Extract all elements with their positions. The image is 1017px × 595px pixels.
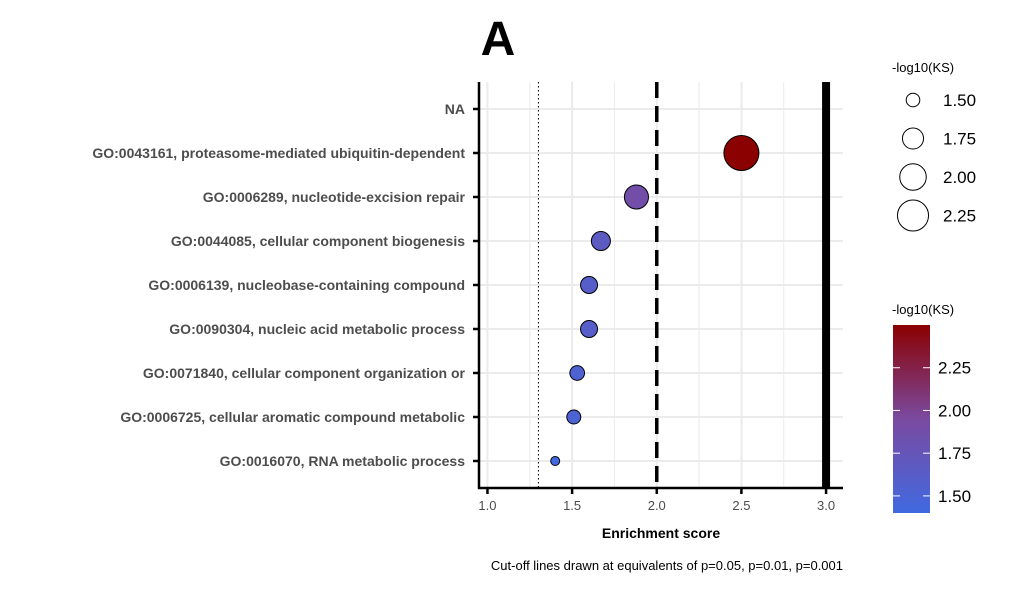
y-tick-label: GO:0006289, nucleotide-excision repair bbox=[203, 189, 466, 205]
color-legend-label: 1.50 bbox=[938, 487, 971, 506]
y-tick-labels: NA GO:0043161, proteasome-mediated ubiqui… bbox=[92, 101, 465, 469]
size-legend-label: 1.50 bbox=[943, 91, 976, 110]
data-point bbox=[580, 320, 599, 338]
chart-caption: Cut-off lines drawn at equivalents of p=… bbox=[491, 558, 843, 573]
y-tick-label: NA bbox=[445, 101, 465, 117]
size-legend-label: 1.75 bbox=[943, 130, 976, 149]
color-legend-title: -log10(KS) bbox=[892, 302, 954, 317]
x-tick-labels: 1.0 1.5 2.0 2.5 3.0 bbox=[478, 498, 835, 513]
y-tick-label: GO:0071840, cellular component organizat… bbox=[143, 365, 466, 381]
data-point bbox=[569, 365, 586, 381]
x-tick-label: 2.5 bbox=[732, 498, 750, 513]
y-tick-label: GO:0006725, cellular aromatic compound m… bbox=[120, 409, 465, 425]
x-tick-label: 1.0 bbox=[478, 498, 496, 513]
axes bbox=[473, 82, 843, 494]
grid bbox=[479, 82, 843, 488]
cutoff-lines bbox=[537, 82, 831, 488]
data-point bbox=[723, 135, 760, 171]
x-tick-label: 2.0 bbox=[648, 498, 666, 513]
size-legend: -log10(KS) 1.50 1.75 2.00 2.25 bbox=[892, 60, 976, 232]
size-legend-key bbox=[896, 199, 930, 232]
size-legend-key bbox=[901, 127, 925, 150]
data-points bbox=[550, 135, 760, 466]
color-bar bbox=[893, 325, 930, 513]
size-legend-key bbox=[905, 92, 921, 108]
x-tick-label: 1.5 bbox=[563, 498, 581, 513]
y-tick-label: GO:0043161, proteasome-mediated ubiquiti… bbox=[92, 145, 465, 161]
color-legend-label: 2.25 bbox=[938, 359, 971, 378]
x-tick-label: 3.0 bbox=[817, 498, 835, 513]
size-legend-title: -log10(KS) bbox=[892, 60, 954, 75]
chart-title: A bbox=[481, 13, 516, 66]
size-legend-label: 2.25 bbox=[943, 207, 976, 226]
y-tick-label: GO:0016070, RNA metabolic process bbox=[220, 453, 466, 469]
data-point bbox=[550, 456, 561, 466]
color-legend: -log10(KS) 2.25 2.00 1.75 1.50 bbox=[892, 302, 971, 513]
y-tick-label: GO:0044085, cellular component biogenesi… bbox=[171, 233, 465, 249]
size-legend-label: 2.00 bbox=[943, 168, 976, 187]
data-point bbox=[623, 184, 649, 210]
data-point bbox=[590, 230, 611, 252]
data-point bbox=[580, 276, 599, 294]
color-legend-label: 2.00 bbox=[938, 401, 971, 420]
color-legend-label: 1.75 bbox=[938, 444, 971, 463]
data-point bbox=[566, 409, 582, 425]
y-tick-label: GO:0090304, nucleic acid metabolic proce… bbox=[169, 321, 465, 337]
x-axis-label: Enrichment score bbox=[602, 525, 720, 541]
size-legend-key bbox=[899, 163, 927, 191]
y-tick-label: GO:0006139, nucleobase-containing compou… bbox=[148, 277, 465, 293]
